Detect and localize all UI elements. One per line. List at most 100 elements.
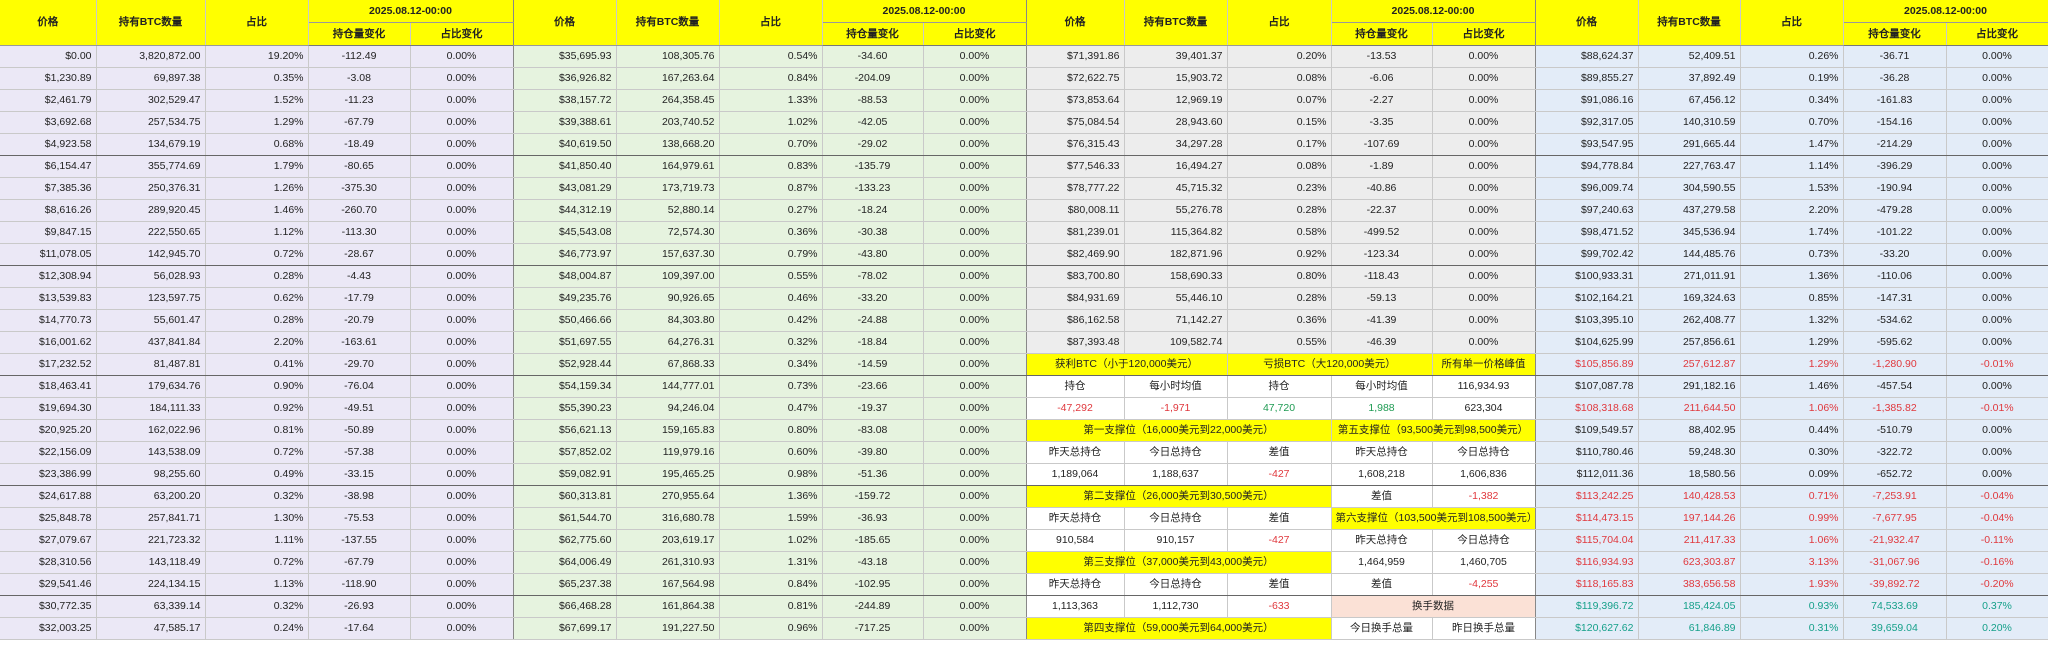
table-cell: -375.30: [308, 177, 411, 200]
table-cell: $38,157.72: [513, 89, 617, 112]
table-cell: $14,770.73: [0, 309, 97, 332]
table-row: $19,694.30 184,111.33 0.92% -49.51 0.00% $55,…: [0, 397, 2048, 420]
table-cell: 0.34%: [1740, 89, 1844, 112]
table-cell: $84,931.69: [1026, 287, 1125, 310]
table-cell: 108,305.76: [616, 45, 720, 68]
table-cell: 0.00%: [1946, 331, 2048, 354]
table-cell: $28,310.56: [0, 551, 97, 574]
table-cell: 0.00%: [923, 199, 1027, 222]
table-cell: 0.31%: [1740, 617, 1844, 640]
table-cell: 12,969.19: [1124, 89, 1228, 112]
table-cell: 227,763.47: [1638, 155, 1741, 178]
table-cell: $2,461.79: [0, 89, 97, 112]
table-cell: 0.30%: [1740, 441, 1844, 464]
table-cell: 34,297.28: [1124, 133, 1228, 156]
table-cell: 0.00%: [1946, 243, 2048, 266]
table-cell: 0.00%: [1946, 419, 2048, 442]
table-cell: 0.00%: [923, 309, 1027, 332]
date-header: 2025.08.12-00:00: [1331, 0, 1536, 23]
table-cell: $94,778.84: [1535, 155, 1639, 178]
table-cell: 0.28%: [205, 309, 309, 332]
table-cell: 71,142.27: [1124, 309, 1228, 332]
summary-cell: 623,304: [1432, 397, 1536, 420]
table-cell: 167,263.64: [616, 67, 720, 90]
table-cell: 0.09%: [1740, 463, 1844, 486]
table-cell: 45,715.32: [1124, 177, 1228, 200]
table-cell: 0.00%: [923, 463, 1027, 486]
table-cell: 1.06%: [1740, 529, 1844, 552]
table-cell: $25,848.78: [0, 507, 97, 530]
table-cell: 37,892.49: [1638, 67, 1741, 90]
column-header: 占比: [205, 0, 309, 46]
table-cell: 2.20%: [1740, 199, 1844, 222]
summary-cell: -633: [1227, 595, 1332, 618]
table-cell: 0.00%: [1946, 155, 2048, 178]
table-cell: 0.72%: [205, 243, 309, 266]
change-column-header: 持仓量变化: [822, 22, 924, 46]
table-cell: 257,856.61: [1638, 331, 1741, 354]
table-cell: 0.00%: [1432, 221, 1536, 244]
table-cell: 383,656.58: [1638, 573, 1741, 596]
table-cell: 182,871.96: [1124, 243, 1228, 266]
table-cell: 18,580.56: [1638, 463, 1741, 486]
table-cell: -479.28: [1843, 199, 1947, 222]
table-cell: 0.32%: [205, 595, 309, 618]
table-cell: 94,246.04: [616, 397, 720, 420]
table-cell: -322.72: [1843, 441, 1947, 464]
table-cell: $17,232.52: [0, 353, 97, 376]
table-cell: 0.36%: [719, 221, 823, 244]
summary-cell: 亏损BTC（大120,000美元）: [1227, 353, 1433, 376]
table-row: $30,772.35 63,339.14 0.32% -26.93 0.00% $66,4…: [0, 595, 2048, 618]
table-cell: -24.88: [822, 309, 924, 332]
table-cell: $8,616.26: [0, 199, 97, 222]
table-cell: -717.25: [822, 617, 924, 640]
table-cell: -0.11%: [1946, 529, 2048, 552]
table-cell: 61,846.89: [1638, 617, 1741, 640]
table-cell: -396.29: [1843, 155, 1947, 178]
table-cell: 0.00%: [923, 551, 1027, 574]
table-cell: 0.00%: [923, 243, 1027, 266]
table-row: $27,079.67 221,723.32 1.11% -137.55 0.00% $62…: [0, 529, 2048, 552]
table-cell: -161.83: [1843, 89, 1947, 112]
table-row: $25,848.78 257,841.71 1.30% -75.53 0.00% $61,…: [0, 507, 2048, 530]
change-column-header: 占比变化: [410, 22, 514, 46]
table-cell: -0.01%: [1946, 397, 2048, 420]
column-header: 占比: [719, 0, 823, 46]
table-row: $12,308.94 56,028.93 0.28% -4.43 0.00% $48,00…: [0, 265, 2048, 288]
table-cell: 63,200.20: [96, 485, 206, 508]
table-cell: 0.00%: [1946, 89, 2048, 112]
table-cell: -67.79: [308, 551, 411, 574]
table-cell: 1.36%: [1740, 265, 1844, 288]
table-cell: $83,700.80: [1026, 265, 1125, 288]
table-cell: $20,925.20: [0, 419, 97, 442]
table-cell: 0.81%: [205, 419, 309, 442]
table-row: $29,541.46 224,134.15 1.13% -118.90 0.00% $65…: [0, 573, 2048, 596]
table-row: $11,078.05 142,945.70 0.72% -28.67 0.00% $46,…: [0, 243, 2048, 266]
table-cell: $41,850.40: [513, 155, 617, 178]
table-cell: 0.00%: [923, 221, 1027, 244]
table-cell: -0.16%: [1946, 551, 2048, 574]
table-cell: 3,820,872.00: [96, 45, 206, 68]
table-cell: 0.46%: [719, 287, 823, 310]
table-cell: $0.00: [0, 45, 97, 68]
table-cell: -2.27: [1331, 89, 1433, 112]
table-cell: 55,276.78: [1124, 199, 1228, 222]
table-cell: 0.55%: [1227, 331, 1332, 354]
table-cell: 64,276.31: [616, 331, 720, 354]
table-cell: 224,134.15: [96, 573, 206, 596]
table-cell: 0.26%: [1740, 45, 1844, 68]
table-cell: $39,388.61: [513, 111, 617, 134]
table-cell: 1.46%: [205, 199, 309, 222]
table-cell: 0.92%: [205, 397, 309, 420]
date-header: 2025.08.12-00:00: [308, 0, 514, 23]
table-cell: 0.00%: [923, 375, 1027, 398]
table-cell: 0.00%: [923, 353, 1027, 376]
table-cell: 0.00%: [923, 617, 1027, 640]
table-cell: -41.39: [1331, 309, 1433, 332]
table-cell: -112.49: [308, 45, 411, 68]
table-cell: 39,659.04: [1843, 617, 1947, 640]
summary-cell: 今日换手总量: [1331, 617, 1433, 640]
table-cell: 211,644.50: [1638, 397, 1741, 420]
table-cell: 0.70%: [1740, 111, 1844, 134]
table-cell: 161,864.38: [616, 595, 720, 618]
